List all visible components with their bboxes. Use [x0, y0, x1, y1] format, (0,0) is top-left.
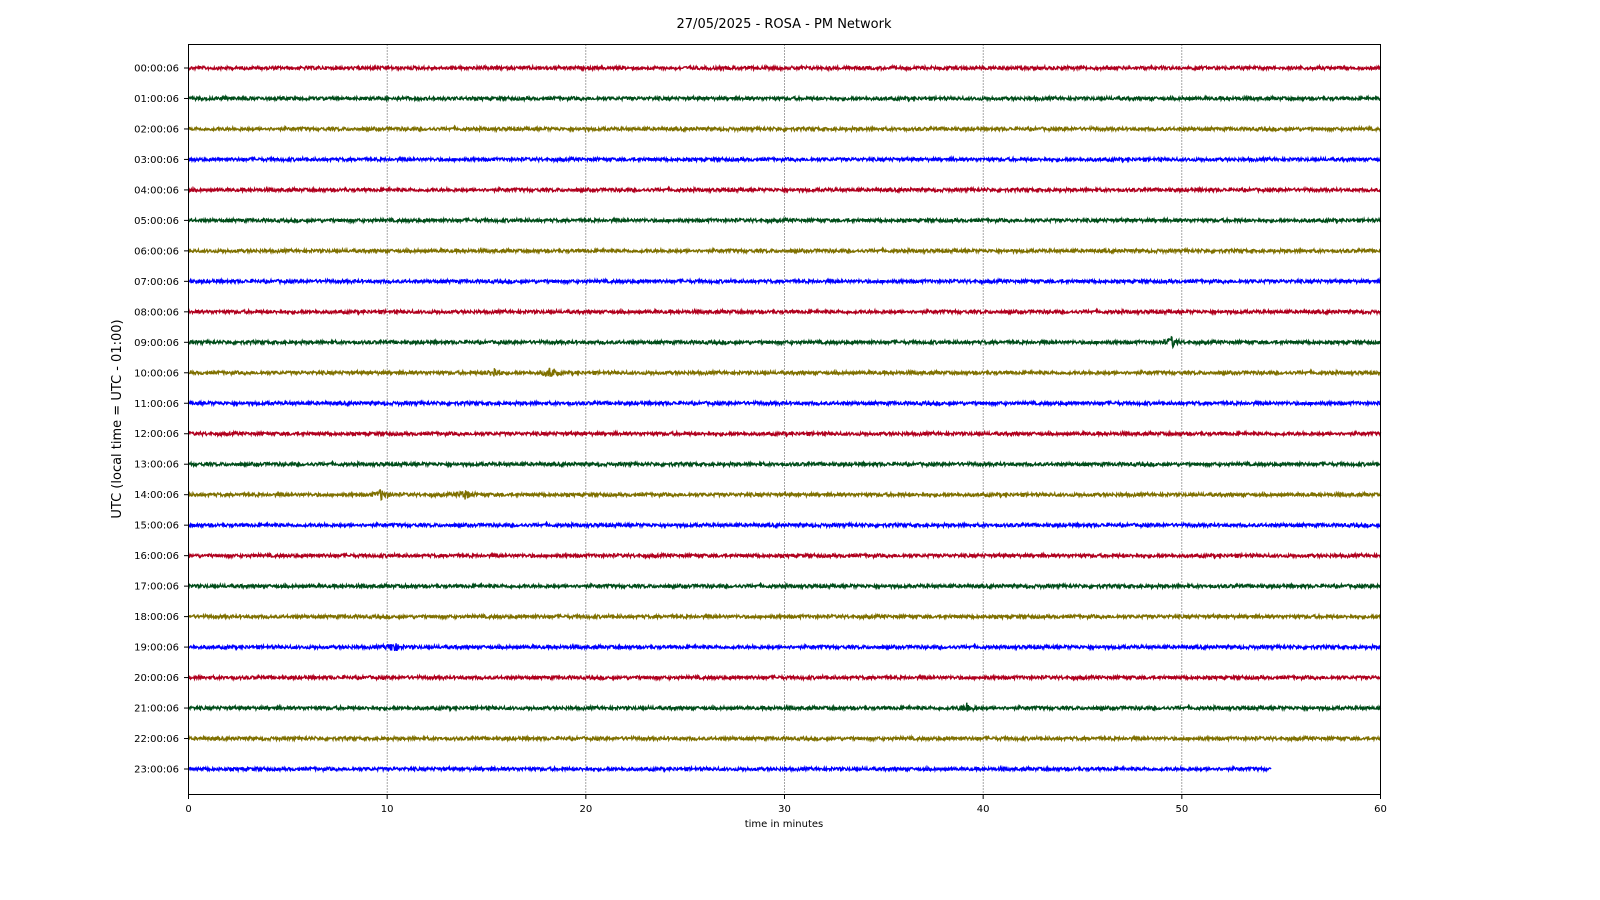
y-tick-label: 14:00:06: [134, 490, 179, 501]
trace-09:00:06: [188, 335, 1382, 350]
trace-19:00:06: [187, 642, 1382, 652]
y-tick-label: 06:00:06: [134, 246, 179, 257]
y-tick-label: 13:00:06: [134, 460, 179, 471]
y-ticks: 00:00:06 01:00:06 02:00:06 03:00:06 04:00:06…: [134, 64, 189, 776]
y-tick-label: 16:00:06: [134, 551, 179, 562]
trace-04:00:06: [187, 185, 1382, 195]
trace-17:00:06: [187, 581, 1382, 591]
trace-23:00:06: [188, 764, 1272, 774]
trace-15:00:06: [187, 520, 1382, 530]
trace-08:00:06: [187, 307, 1382, 317]
trace-10:00:06: [187, 367, 1382, 377]
x-tick-label: 40: [977, 804, 990, 815]
y-tick-label: 21:00:06: [134, 704, 179, 715]
y-tick-label: 08:00:06: [134, 307, 179, 318]
trace-21:00:06: [188, 702, 1382, 713]
trace-16:00:06: [187, 551, 1382, 560]
x-tick-label: 60: [1374, 804, 1387, 815]
trace-12:00:06: [187, 429, 1382, 438]
trace-06:00:06: [187, 246, 1382, 256]
y-tick-label: 15:00:06: [134, 521, 179, 532]
y-tick-label: 11:00:06: [134, 399, 179, 410]
x-tick-label: 30: [778, 804, 791, 815]
y-tick-label: 22:00:06: [134, 734, 179, 745]
y-tick-label: 00:00:06: [134, 64, 179, 75]
x-axis-label: time in minutes: [745, 819, 824, 830]
trace-05:00:06: [188, 216, 1382, 225]
trace-01:00:06: [188, 94, 1382, 103]
trace-11:00:06: [187, 398, 1382, 408]
y-tick-label: 09:00:06: [134, 338, 179, 349]
y-tick-label: 10:00:06: [134, 368, 179, 379]
trace-13:00:06: [187, 459, 1381, 469]
trace-07:00:06: [187, 276, 1382, 286]
y-tick-label: 23:00:06: [134, 765, 179, 776]
y-tick-label: 18:00:06: [134, 612, 179, 623]
trace-22:00:06: [187, 734, 1381, 743]
trace-14:00:06: [188, 489, 1382, 501]
trace-18:00:06: [187, 612, 1382, 621]
trace-03:00:06: [187, 155, 1381, 164]
y-tick-label: 20:00:06: [134, 673, 179, 684]
y-tick-label: 03:00:06: [134, 155, 179, 166]
chart-title: 27/05/2025 - ROSA - PM Network: [677, 17, 892, 32]
grid-lines: [386, 44, 1183, 795]
y-tick-label: 05:00:06: [134, 216, 179, 227]
x-tick-label: 0: [185, 804, 191, 815]
x-tick-label: 20: [579, 804, 592, 815]
traces: [187, 63, 1382, 774]
y-tick-label: 12:00:06: [134, 429, 179, 440]
trace-00:00:06: [187, 63, 1382, 73]
x-tick-label: 50: [1175, 804, 1188, 815]
y-tick-label: 17:00:06: [134, 582, 179, 593]
y-tick-label: 19:00:06: [134, 643, 179, 654]
trace-02:00:06: [187, 124, 1382, 134]
y-axis-label: UTC (local time = UTC - 01:00): [110, 319, 125, 518]
y-tick-label: 01:00:06: [134, 94, 179, 105]
x-tick-label: 10: [381, 804, 394, 815]
trace-20:00:06: [188, 673, 1382, 682]
y-tick-label: 04:00:06: [134, 185, 179, 196]
x-ticks: 0 10 20 30 40 50 60: [185, 794, 1387, 815]
y-tick-label: 07:00:06: [134, 277, 179, 288]
y-tick-label: 02:00:06: [134, 124, 179, 135]
